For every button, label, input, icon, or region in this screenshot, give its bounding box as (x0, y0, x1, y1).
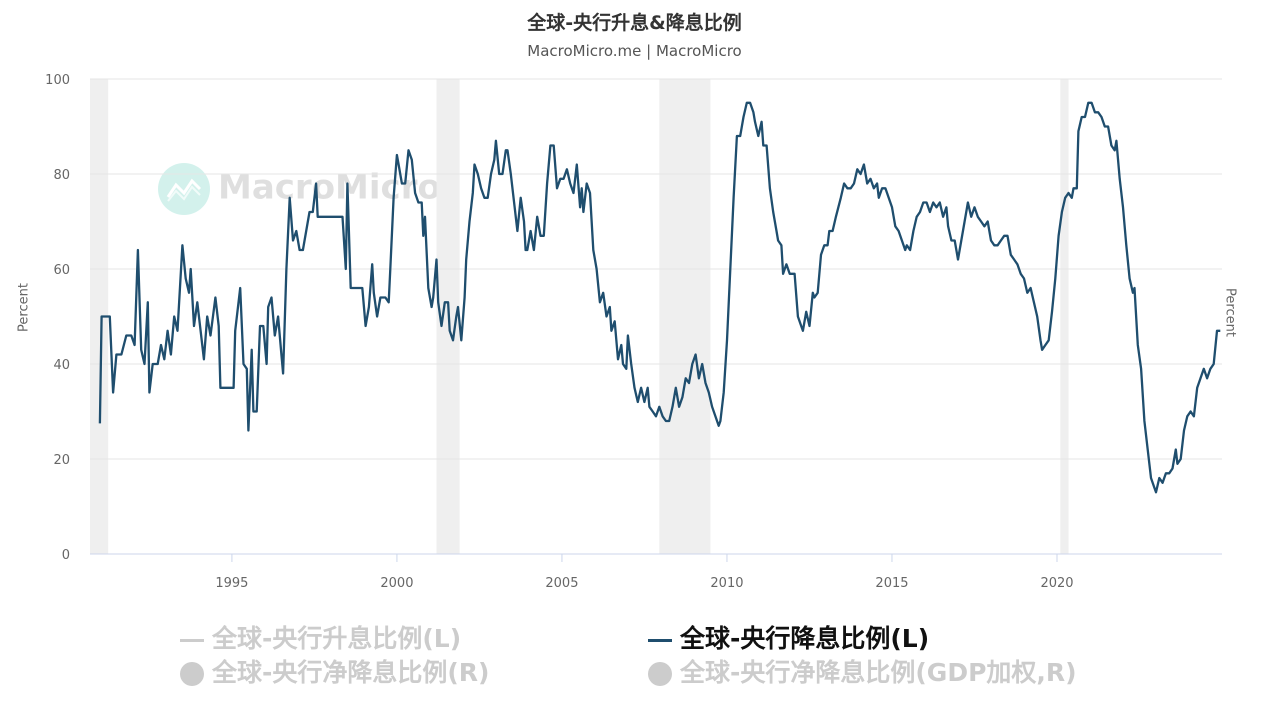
x-tick-label: 2020 (1040, 576, 1073, 591)
x-tick-label: 2015 (875, 576, 908, 591)
chart-title: 全球-央行升息&降息比例 (527, 12, 742, 34)
y-tick-label: 40 (53, 358, 70, 373)
axes: 0 20 40 60 80 100 1995 2000 2005 2010 2015 2020 (45, 73, 1222, 591)
recession-band (1060, 79, 1069, 554)
legend-item-rate-cut[interactable]: 全球-央行降息比例(L) (648, 619, 929, 655)
legend-label: 全球-央行升息比例(L) (212, 624, 462, 653)
legend-label: 全球-央行净降息比例(R) (212, 658, 490, 687)
y-tick-label: 100 (45, 73, 70, 88)
x-tick-label: 2005 (545, 576, 578, 591)
legend-label: 全球-央行降息比例(L) (680, 624, 930, 653)
chart-subtitle: MacroMicro.me | MacroMicro (527, 42, 742, 60)
series-line-rate-cut (98, 101, 1221, 494)
grid-lines (90, 78, 1222, 460)
macromicro-logo-icon (158, 163, 210, 215)
legend-line-icon (648, 638, 672, 642)
y-tick-label: 20 (53, 453, 70, 468)
legend-dot-icon (180, 662, 204, 686)
legend-item-rate-hike[interactable]: 全球-央行升息比例(L) (180, 619, 461, 655)
y-tick-label: 60 (53, 263, 70, 278)
x-tick-label: 1995 (215, 576, 248, 591)
legend-label: 全球-央行净降息比例(GDP加权,R) (680, 658, 1077, 687)
y-axis-right-label: Percent (1222, 288, 1238, 337)
x-tick-label: 2000 (380, 576, 413, 591)
legend-dot-icon (648, 662, 672, 686)
legend-item-net-cut[interactable]: 全球-央行净降息比例(R) (180, 653, 489, 689)
recession-band (659, 79, 711, 554)
y-tick-label: 0 (62, 548, 70, 563)
legend-item-net-cut-gdp[interactable]: 全球-央行净降息比例(GDP加权,R) (648, 653, 1077, 689)
legend: 全球-央行升息比例(L) 全球-央行降息比例(L) 全球-央行净降息比例(R) … (0, 615, 1269, 705)
series-lines (98, 101, 1221, 494)
y-axis-left-label: Percent (16, 283, 32, 332)
x-tick-label: 2010 (710, 576, 743, 591)
y-tick-label: 80 (53, 168, 70, 183)
recession-band (90, 79, 109, 554)
legend-line-icon (180, 638, 204, 642)
